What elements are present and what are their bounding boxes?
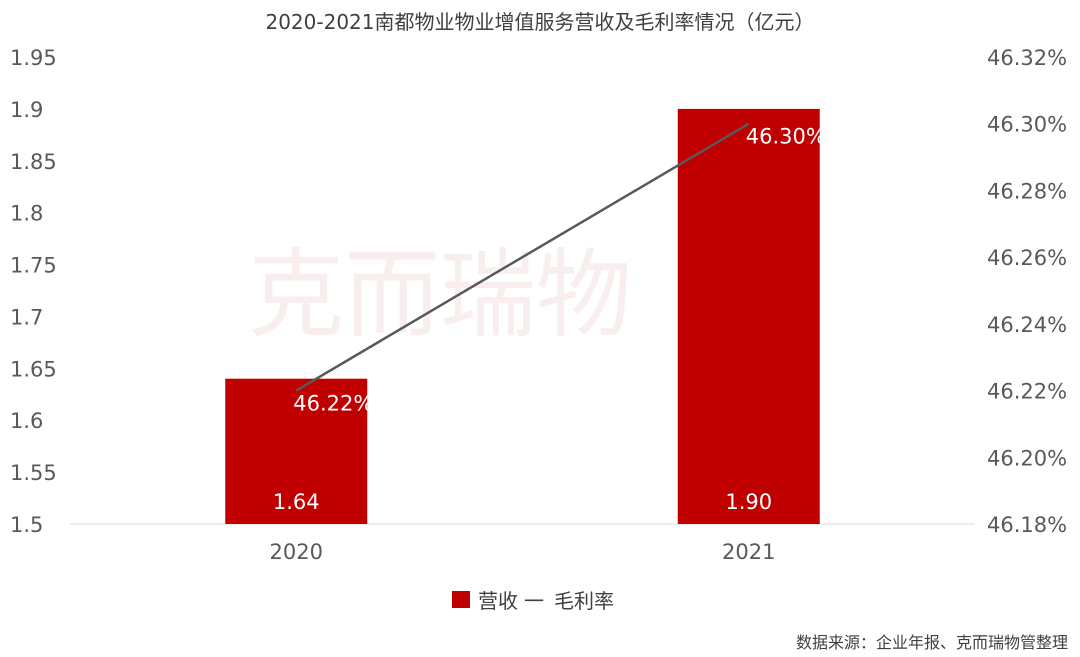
legend-line-glyph: 一 xyxy=(524,589,544,613)
right-axis-tick-label: 46.18% xyxy=(987,513,1067,537)
x-axis-tick-label: 2021 xyxy=(722,540,775,564)
right-axis-tick-label: 46.24% xyxy=(987,313,1067,337)
right-axis-tick-label: 46.28% xyxy=(987,179,1067,203)
x-axis-tick-labels: 2020 2021 xyxy=(270,540,776,564)
bar-2021 xyxy=(677,108,820,524)
right-axis-tick-label: 46.32% xyxy=(987,46,1067,70)
right-axis-tick-label: 46.22% xyxy=(987,380,1067,404)
left-axis-tick-label: 1.5 xyxy=(10,513,43,537)
left-axis-tick-label: 1.8 xyxy=(10,202,43,226)
left-axis-tick-label: 1.7 xyxy=(10,305,43,329)
left-axis-tick-label: 1.65 xyxy=(10,357,57,381)
source-note: 数据来源：企业年报、克而瑞物管整理 xyxy=(796,633,1068,652)
right-axis-tick-label: 46.26% xyxy=(987,246,1067,270)
left-axis-tick-label: 1.75 xyxy=(10,254,57,278)
legend-line-label: 毛利率 xyxy=(554,589,614,613)
left-axis-tick-label: 1.85 xyxy=(10,150,57,174)
x-axis-tick-label: 2020 xyxy=(270,540,323,564)
watermark: 克而瑞物 xyxy=(248,239,632,351)
left-axis: 1.95 1.9 1.85 1.8 1.75 1.7 1.65 1.6 1.55 1.5 xyxy=(10,46,57,537)
bar-data-labels: 1.64 1.90 xyxy=(273,490,772,514)
gross-margin-line xyxy=(295,122,750,392)
left-axis-tick-label: 1.6 xyxy=(10,409,43,433)
bar-2020 xyxy=(225,378,368,524)
right-axis-tick-label: 46.30% xyxy=(987,113,1067,137)
line-value-label: 46.30% xyxy=(746,125,826,149)
left-axis-tick-label: 1.55 xyxy=(10,461,57,485)
line-data-labels: 46.22% 46.30% xyxy=(293,125,826,416)
legend-bar-label: 营收 xyxy=(478,589,518,613)
left-axis-tick-label: 1.95 xyxy=(10,46,57,70)
legend: 营收 一 毛利率 xyxy=(452,589,614,613)
bar-value-label: 1.64 xyxy=(273,490,320,514)
right-axis: 46.32% 46.30% 46.28% 46.26% 46.24% 46.22% 46.2… xyxy=(987,46,1067,537)
left-axis-tick-label: 1.9 xyxy=(10,98,43,122)
line-value-label: 46.22% xyxy=(293,392,373,416)
chart-title: 2020-2021南都物业物业增值服务营收及毛利率情况（亿元） xyxy=(265,10,814,34)
bar-series xyxy=(225,108,820,524)
line-series xyxy=(295,122,750,392)
legend-bar-swatch xyxy=(452,591,470,608)
bar-value-label: 1.90 xyxy=(725,490,772,514)
right-axis-tick-label: 46.20% xyxy=(987,446,1067,470)
